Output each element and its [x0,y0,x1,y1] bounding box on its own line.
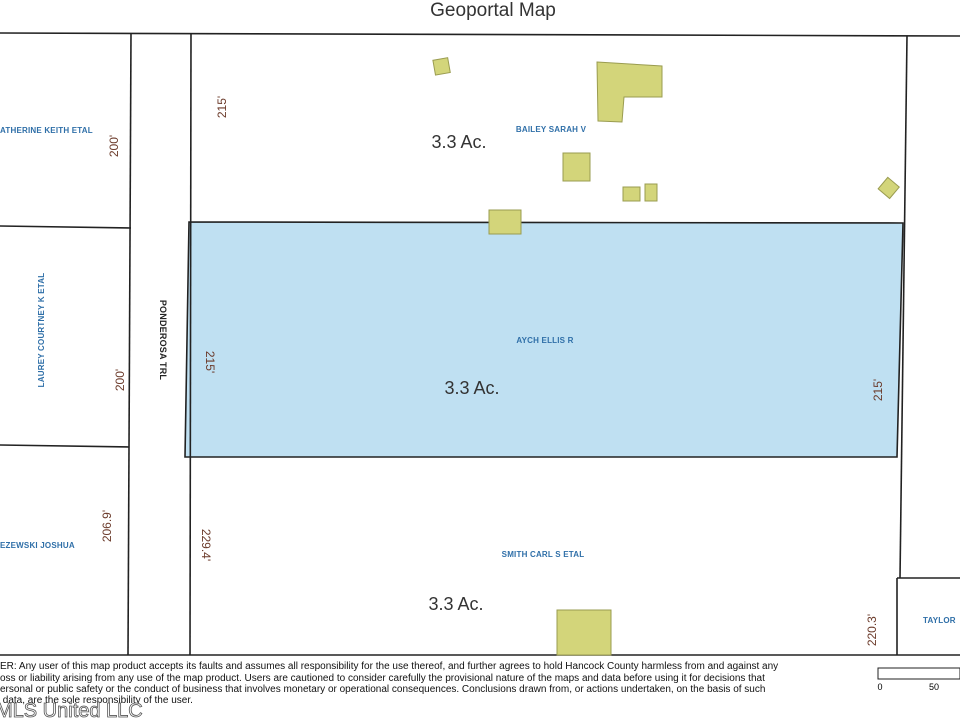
owner-label: ATHERINE KEITH ETAL [0,126,93,135]
dimension: 200' [113,369,127,391]
disclaimer-line: ER: Any user of this map product accepts… [0,661,778,672]
map-title: Geoportal Map [430,0,556,21]
road-edge [127,32,132,656]
scale-bar [877,667,960,680]
owner-label: SMITH CARL S ETAL [502,550,585,559]
subject-parcel [184,221,904,458]
road-edge [189,32,192,656]
owner-label: AYCH ELLIS R [516,336,573,345]
owner-label: EZEWSKI JOSHUA [0,541,75,550]
building [877,176,900,200]
acreage: 3.3 Ac. [431,132,486,152]
disclaimer-line: oss or liability arising from any use of… [0,673,765,684]
dimension: 229.4' [199,529,213,561]
dimension: 220.3' [865,614,879,646]
building [596,61,663,123]
owner-label: BAILEY SARAH V [516,125,587,134]
owner-label: LAUREY COURTNEY K ETAL [37,273,46,388]
building [622,186,641,202]
acreage: 3.3 Ac. [428,594,483,614]
boundary [0,32,960,37]
road-name: PONDEROSA TRL [158,300,168,381]
scale-label: 0 [877,682,882,692]
dimension: 215' [203,351,217,373]
scale-label: 50 [929,682,939,692]
dimension: 215' [871,379,885,401]
boundary [0,225,132,229]
dimension: 206.9' [100,510,114,542]
owner-label: TAYLOR [923,616,956,625]
boundary [899,35,908,579]
disclaimer-line: ersonal or public safety or the conduct … [0,684,765,695]
acreage: 3.3 Ac. [444,378,499,398]
dimension: 215' [215,96,229,118]
building [488,209,522,235]
building [644,183,658,202]
boundary [0,444,130,448]
buildings [432,57,900,656]
building [432,57,451,76]
dimension: 200' [107,135,121,157]
disclaimer-line: data, are the sole responsibility of the… [0,695,193,706]
watermark: MLS United LLC [0,700,143,720]
building [556,609,612,656]
building [562,152,591,182]
